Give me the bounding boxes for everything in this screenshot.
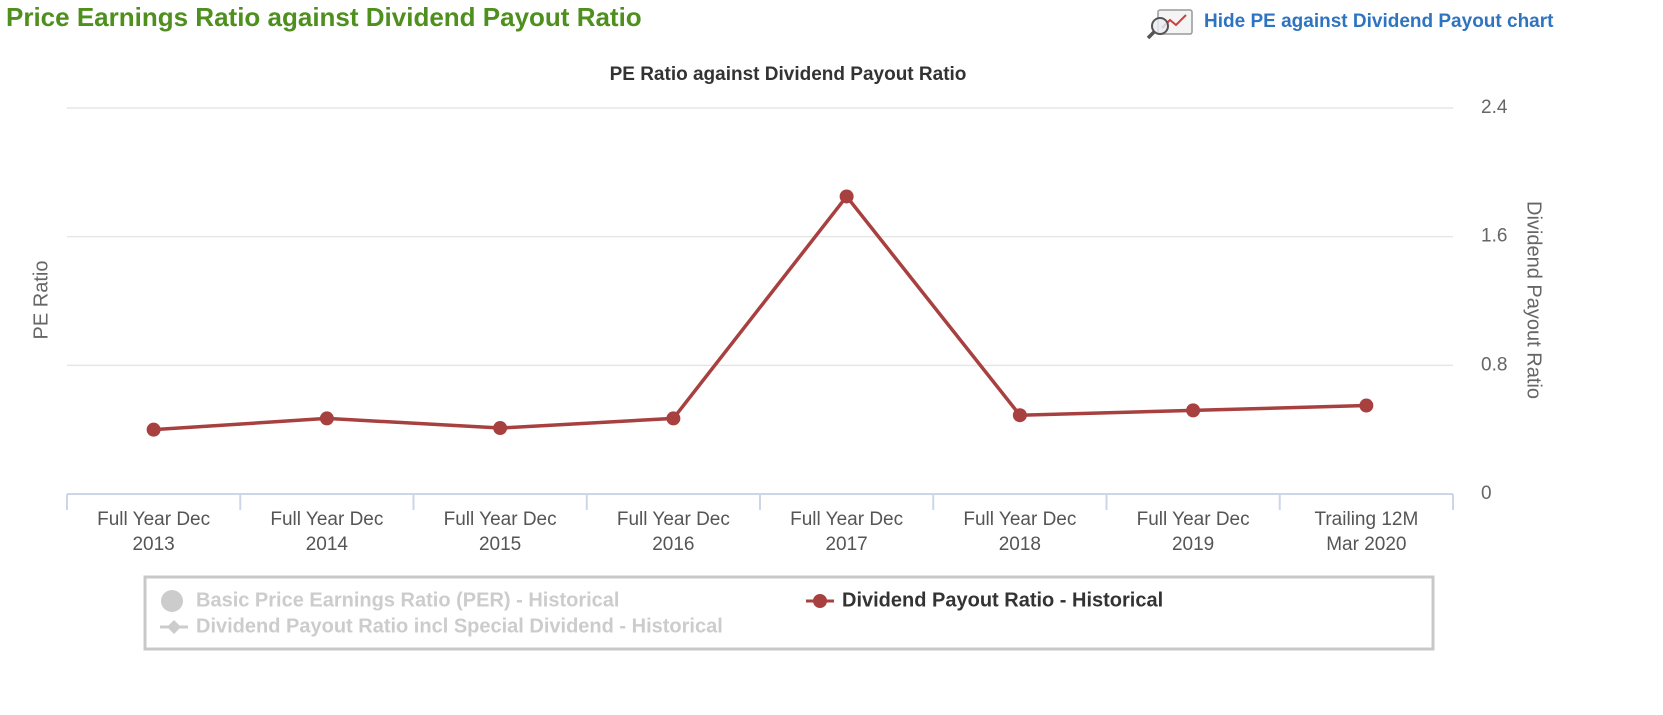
legend-marker bbox=[167, 620, 181, 634]
y2-axis-title: Dividend Payout Ratio bbox=[1523, 201, 1545, 399]
data-point bbox=[1359, 398, 1374, 413]
y2-tick-label: 0.8 bbox=[1481, 354, 1507, 375]
y2-tick-label: 0 bbox=[1481, 483, 1492, 504]
x-tick-label: Full Year Dec 2013 bbox=[97, 509, 211, 555]
data-point bbox=[839, 189, 854, 204]
x-tick-label: Trailing 12M Mar 2020 bbox=[1314, 509, 1419, 555]
series-line bbox=[153, 193, 1367, 432]
x-tick-label: Full Year Dec 2019 bbox=[1136, 509, 1250, 555]
data-point bbox=[1186, 403, 1201, 418]
chart-icon[interactable] bbox=[1146, 9, 1193, 40]
x-tick-label: Full Year Dec 2018 bbox=[963, 509, 1077, 555]
legend-box bbox=[143, 575, 1435, 651]
x-tick-label: Full Year Dec 2016 bbox=[616, 509, 730, 555]
legend-label[interactable]: Dividend Payout Ratio incl Special Divid… bbox=[196, 615, 723, 637]
data-point bbox=[666, 411, 681, 426]
x-tick-label: Full Year Dec 2017 bbox=[790, 509, 904, 555]
y2-tick-label: 1.6 bbox=[1481, 226, 1507, 247]
data-point bbox=[493, 421, 508, 436]
x-tick-label: Full Year Dec 2015 bbox=[443, 509, 557, 555]
chart-title: PE Ratio against Dividend Payout Ratio bbox=[610, 64, 967, 85]
legend-marker bbox=[813, 594, 827, 608]
hide-chart-link[interactable]: Hide PE against Dividend Payout chart bbox=[1204, 11, 1554, 32]
data-point bbox=[146, 422, 161, 437]
legend-marker bbox=[161, 590, 183, 612]
page-title: Price Earnings Ratio against Dividend Pa… bbox=[6, 2, 642, 32]
data-point bbox=[319, 411, 334, 426]
legend-label[interactable]: Dividend Payout Ratio - Historical bbox=[842, 589, 1163, 611]
y2-tick-label: 2.4 bbox=[1481, 97, 1508, 118]
data-point bbox=[1012, 408, 1027, 423]
legend-label[interactable]: Basic Price Earnings Ratio (PER) - Histo… bbox=[196, 589, 619, 611]
x-tick-label: Full Year Dec 2014 bbox=[270, 509, 384, 555]
y-axis-title: PE Ratio bbox=[30, 261, 52, 340]
